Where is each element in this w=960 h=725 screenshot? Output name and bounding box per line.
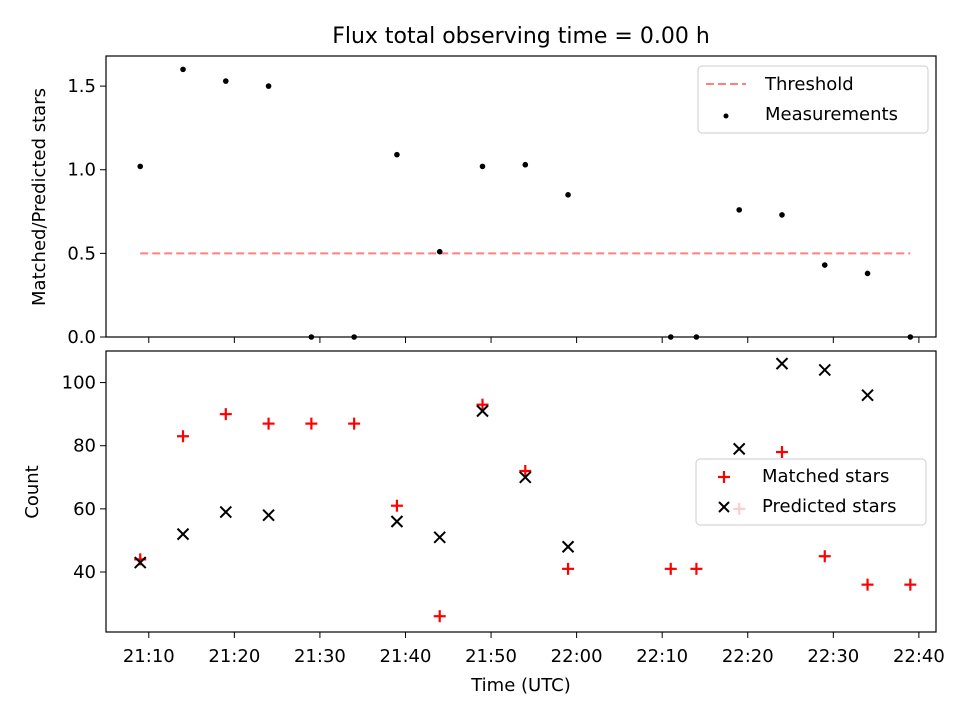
predicted-star-stroke [219,505,233,519]
predicted-star-point [561,540,575,553]
predicted-star-point [433,531,446,544]
bottom-legend: Matched stars Predicted stars [695,458,927,526]
matched-star-point [177,430,190,443]
x-tick-label: 22:40 [893,646,945,667]
predicted-star-point [390,515,404,528]
chart-title: Flux total observing time = 0.00 h [332,24,710,49]
bottom-y-axis-label: Count [22,465,43,518]
x-tick-label: 21:20 [208,646,260,667]
legend-measurements-label: Measurements [765,104,898,125]
top-y-axis-label: Matched/Predicted stars [29,88,50,306]
predicted-star-stroke [134,556,147,569]
predicted-star-point [176,527,190,541]
top-y-tick-label: 0.0 [67,327,96,348]
top-legend-box [697,65,929,134]
predicted-star-stroke [861,388,874,402]
measurement-point [394,151,400,158]
predicted-star-point [134,556,147,569]
measurement-point [222,78,229,84]
matched-star-point [305,417,318,430]
matched-star-point [262,417,275,430]
predicted-star-point [775,357,789,370]
measurement-point [479,163,486,170]
predicted-star-point [262,508,275,522]
bottom-y-tick-label: 60 [73,499,96,520]
x-tick-label: 22:20 [722,646,774,667]
measurement-point [821,262,828,268]
top-y-tick-label: 1.0 [67,160,96,181]
x-tick-label: 21:30 [294,646,346,667]
matched-star-point [690,562,703,575]
legend-predicted-label: Predicted stars [762,496,896,517]
measurement-point [265,83,272,89]
bottom-y-tick-label: 100 [62,373,96,394]
x-tick-label: 22:30 [807,646,859,667]
matched-star-point [904,578,917,591]
x-tick-label: 21:40 [380,646,432,667]
measurement-point [436,248,443,255]
matched-star-point [390,499,403,512]
measurement-point [137,163,144,170]
x-tick-label: 21:50 [465,646,517,667]
legend-measurements-swatch [723,113,729,119]
predicted-star-stroke [176,527,190,541]
top-plot-content: 0.0 0.5 1.0 1.5 [67,66,920,348]
top-axes: 0.0 0.5 1.0 1.5 Matched/Predicted stars [29,55,937,348]
measurement-point [864,270,871,277]
top-y-tick-label: 0.5 [67,243,96,264]
x-axis-label: Time (UTC) [470,675,571,696]
matched-star-point [562,562,575,575]
legend-matched-swatch [718,471,730,483]
predicted-star-stroke [561,540,575,553]
predicted-star-point [219,505,233,519]
measurement-point [779,212,785,218]
predicted-star-point [476,404,489,418]
predicted-star-stroke [390,515,404,528]
x-tick-label: 21:10 [123,646,175,667]
bottom-y-tick-label: 40 [73,562,96,583]
bottom-y-tick-label: 80 [73,436,96,457]
x-tick-label: 22:10 [636,646,688,667]
matched-star-point [476,398,489,411]
matched-star-point [861,578,874,591]
top-axes-frame [105,55,937,338]
matched-star-point [775,446,788,459]
matched-star-point [219,408,232,421]
legend-predicted-swatch [718,501,730,513]
predicted-star-stroke [262,508,275,522]
matched-star-point [664,562,677,575]
bottom-legend-box [695,458,927,526]
predicted-star-stroke [818,363,831,377]
measurement-point [180,66,186,73]
bottom-axes-frame [105,350,937,633]
predicted-star-stroke [519,471,532,484]
matched-star-point [818,550,831,563]
legend-matched-label: Matched stars [762,466,889,487]
matched-star-point [519,464,532,477]
predicted-star-point [519,471,532,484]
top-legend: Threshold Measurements [697,65,929,134]
legend-threshold-label: Threshold [764,74,854,95]
predicted-star-stroke [775,357,789,370]
measurement-point [522,161,529,168]
measurement-point [736,207,742,213]
predicted-star-point [818,363,831,377]
predicted-star-stroke [433,531,446,544]
predicted-star-point [732,442,746,456]
measurement-point [565,192,571,198]
predicted-star-stroke [476,404,489,418]
predicted-star-point [861,388,874,402]
matched-star-point [433,610,446,623]
predicted-star-stroke [732,442,746,456]
top-y-tick-label: 1.5 [67,76,96,97]
matched-star-point [348,417,361,430]
x-tick-label: 22:00 [551,646,603,667]
